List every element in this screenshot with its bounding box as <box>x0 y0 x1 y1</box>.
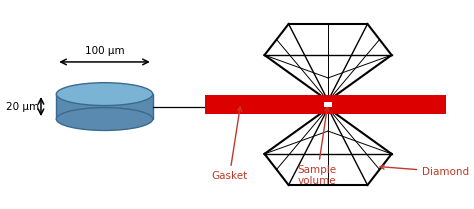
Bar <box>205 95 451 114</box>
Text: Sample
volume: Sample volume <box>298 107 337 186</box>
Text: 20 μm: 20 μm <box>6 102 39 112</box>
Ellipse shape <box>56 108 153 130</box>
Text: 100 μm: 100 μm <box>85 46 124 56</box>
Polygon shape <box>56 94 153 119</box>
Text: Diamond: Diamond <box>380 165 469 177</box>
Text: Gasket: Gasket <box>211 107 247 181</box>
Bar <box>324 102 332 107</box>
Ellipse shape <box>56 83 153 106</box>
